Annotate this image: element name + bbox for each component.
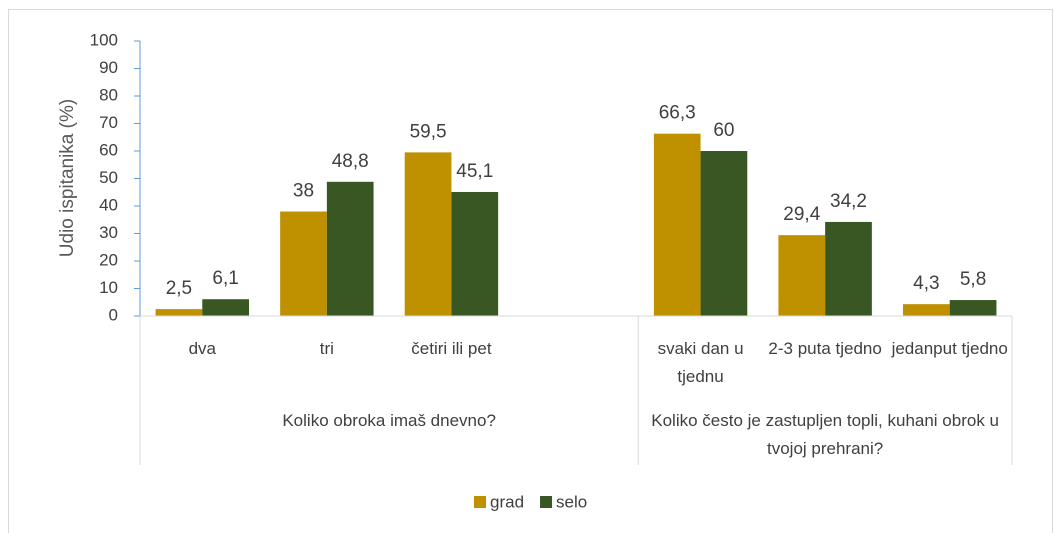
y-tick-label: 20 — [99, 250, 118, 269]
legend-label: selo — [556, 492, 587, 511]
x-tick-label: četiri ili pet — [411, 339, 492, 358]
data-label: 59,5 — [410, 121, 447, 142]
data-label: 5,8 — [960, 269, 986, 290]
bar — [778, 235, 826, 316]
x-tick-label: tri — [319, 339, 334, 358]
bar — [280, 211, 327, 316]
bar — [202, 299, 249, 316]
x-tick-label: jedanput tjedno — [891, 339, 1008, 358]
group-label: Koliko obroka imaš dnevno? — [282, 411, 496, 430]
bar — [451, 191, 499, 316]
bar — [326, 181, 374, 316]
bar — [903, 304, 950, 316]
y-tick-label: 60 — [99, 140, 118, 159]
x-tick-label: svaki dan u tjednu — [657, 339, 744, 386]
y-tick-label: 50 — [99, 168, 118, 187]
data-label: 2,5 — [166, 278, 192, 299]
y-tick-label: 30 — [99, 223, 118, 242]
bar — [949, 300, 997, 316]
legend-swatch — [540, 496, 553, 508]
y-tick-label: 40 — [99, 195, 118, 214]
data-label: 4,3 — [913, 273, 939, 294]
data-label: 48,8 — [332, 151, 369, 172]
legend-swatch — [474, 496, 486, 508]
group-label: Koliko često je zastupljen topli, kuhani… — [651, 411, 1000, 458]
y-axis-label: Udio ispitanika (%) — [57, 99, 78, 257]
bar — [653, 133, 701, 316]
data-label: 38 — [293, 181, 314, 202]
x-tick-label: 2-3 puta tjedno — [768, 339, 882, 358]
data-label: 29,4 — [783, 204, 820, 225]
y-tick-label: 90 — [99, 58, 118, 77]
bar — [404, 152, 452, 316]
bar — [825, 221, 872, 316]
data-label: 45,1 — [456, 161, 493, 182]
legend-label: grad — [490, 492, 524, 511]
data-label: 6,1 — [212, 268, 238, 289]
y-tick-label: 10 — [99, 278, 118, 297]
chart-border — [8, 9, 1053, 533]
bar — [700, 151, 748, 316]
data-label: 66,3 — [659, 103, 696, 124]
bar — [155, 309, 203, 316]
y-tick-label: 70 — [99, 113, 118, 132]
x-tick-label: dva — [188, 339, 216, 358]
y-tick-label: 100 — [90, 30, 118, 49]
y-tick-label: 0 — [109, 305, 118, 324]
y-tick-label: 80 — [99, 85, 118, 104]
data-label: 60 — [713, 120, 734, 141]
data-label: 34,2 — [830, 191, 867, 212]
